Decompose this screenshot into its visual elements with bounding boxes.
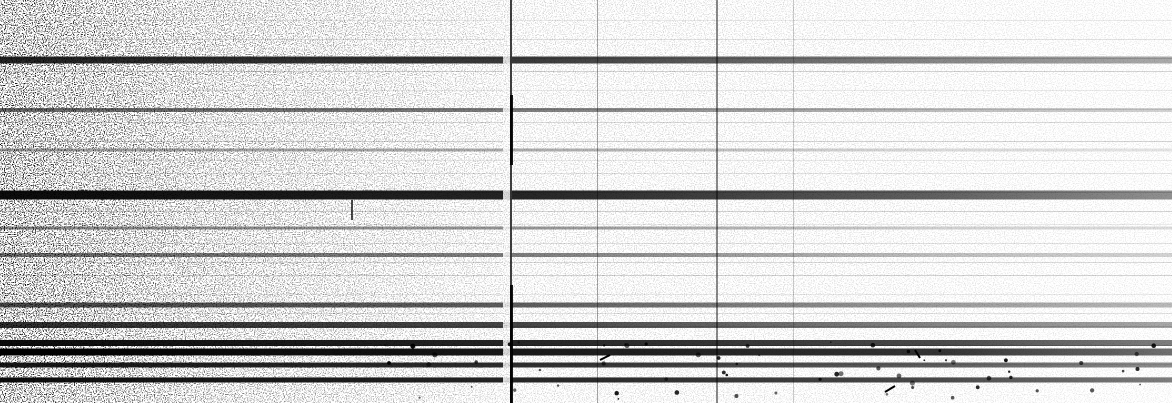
speck <box>735 362 739 366</box>
speck <box>617 398 620 400</box>
speck <box>1079 361 1084 365</box>
speck <box>774 391 778 395</box>
speck <box>734 394 739 398</box>
speck <box>674 390 680 395</box>
speck <box>944 359 948 362</box>
speck <box>896 373 902 379</box>
speck <box>384 344 387 347</box>
speck <box>1009 375 1013 380</box>
speck <box>644 342 648 346</box>
speck <box>1151 343 1156 349</box>
speck <box>410 343 416 349</box>
speck <box>664 377 668 381</box>
speck <box>906 349 911 354</box>
speck <box>721 370 726 375</box>
speck <box>1004 358 1008 363</box>
speck <box>716 356 721 360</box>
speck-stroke <box>914 349 921 359</box>
speck <box>1090 388 1095 393</box>
speck <box>1008 370 1011 373</box>
speck <box>426 362 432 367</box>
speck <box>885 393 889 396</box>
speck <box>758 354 761 357</box>
speck <box>870 342 876 348</box>
speck <box>909 380 915 386</box>
speck <box>950 395 955 400</box>
speck <box>818 377 822 381</box>
speck <box>418 396 421 399</box>
speck <box>513 388 517 392</box>
speck <box>986 375 992 381</box>
speck <box>624 343 627 346</box>
speck <box>725 373 729 377</box>
speck <box>470 385 473 388</box>
speck-stroke <box>884 385 896 393</box>
speck <box>695 352 701 358</box>
speck <box>951 360 956 365</box>
speck <box>614 391 619 396</box>
speck <box>387 361 391 365</box>
speck <box>1139 383 1141 386</box>
speck <box>1135 367 1140 371</box>
speck <box>938 349 942 353</box>
speck <box>834 371 840 377</box>
speck <box>432 352 438 358</box>
speck-stroke <box>599 354 611 361</box>
speck <box>1035 389 1039 393</box>
speck <box>603 344 606 347</box>
speck <box>911 386 915 389</box>
speck <box>1121 369 1125 373</box>
speck <box>923 359 926 362</box>
speck <box>601 361 606 366</box>
speck <box>507 342 512 347</box>
speck <box>1134 351 1139 357</box>
speck <box>876 366 881 371</box>
speck <box>975 385 980 390</box>
speck <box>538 368 542 372</box>
speck <box>745 344 750 348</box>
speck <box>838 371 844 377</box>
speck <box>556 384 560 387</box>
speck <box>474 360 478 364</box>
speck <box>517 341 520 344</box>
speck <box>829 341 832 344</box>
dust-specks <box>384 341 1156 400</box>
